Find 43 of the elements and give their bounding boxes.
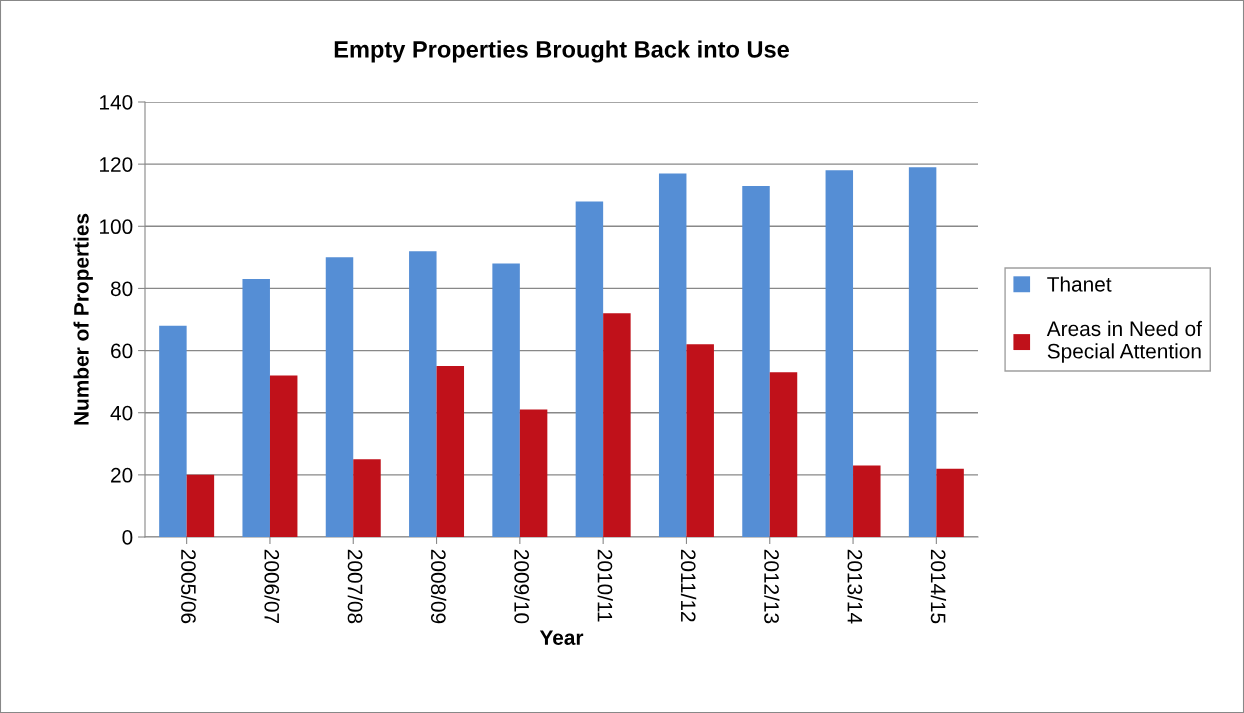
bar — [159, 325, 187, 537]
x-tick-label: 2006/07 — [264, 549, 280, 624]
bar — [436, 366, 465, 537]
bar — [908, 167, 937, 537]
bar — [242, 279, 270, 537]
bar — [603, 313, 631, 537]
bar — [686, 344, 714, 537]
y-axis-title: Number of Properties — [73, 213, 93, 425]
chart-title: Empty Properties Brought Back into Use — [334, 40, 789, 63]
bar — [575, 201, 604, 537]
bar — [769, 372, 798, 537]
y-tick-label: 40 — [110, 405, 133, 421]
x-tick-label: 2011/12 — [680, 549, 697, 622]
bar — [825, 170, 854, 537]
x-tick-label: 2014/15 — [930, 549, 947, 624]
y-tick-label: 20 — [111, 467, 133, 483]
bar — [519, 409, 548, 537]
bar — [742, 185, 770, 537]
y-tick-label: 0 — [122, 530, 133, 545]
x-tick-label: 2007/08 — [347, 549, 363, 624]
y-tick-label: 120 — [100, 157, 133, 172]
bar — [658, 173, 687, 537]
bar — [853, 465, 881, 537]
bar — [186, 474, 215, 537]
y-tick-label: 140 — [100, 95, 133, 110]
x-tick-label: 2008/09 — [430, 549, 447, 624]
x-tick-label: 2010/11 — [597, 549, 613, 622]
y-tick-label: 60 — [111, 343, 133, 359]
x-axis-title: Year — [539, 630, 584, 645]
y-tick-label: 100 — [100, 219, 133, 235]
bar — [269, 375, 298, 537]
x-tick-label: 2013/14 — [847, 549, 863, 624]
legend-label: Thanet — [1047, 276, 1112, 292]
bar — [353, 459, 381, 537]
legend-label: Areas in Need of Special Attention — [1046, 320, 1202, 363]
bar — [936, 468, 964, 537]
x-tick-label: 2012/13 — [764, 549, 780, 624]
bar — [409, 251, 437, 537]
x-tick-label: 2009/10 — [514, 549, 530, 624]
y-tick-label: 80 — [110, 281, 133, 297]
bar — [325, 257, 354, 537]
bar — [492, 263, 520, 537]
x-tick-label: 2005/06 — [181, 549, 197, 624]
